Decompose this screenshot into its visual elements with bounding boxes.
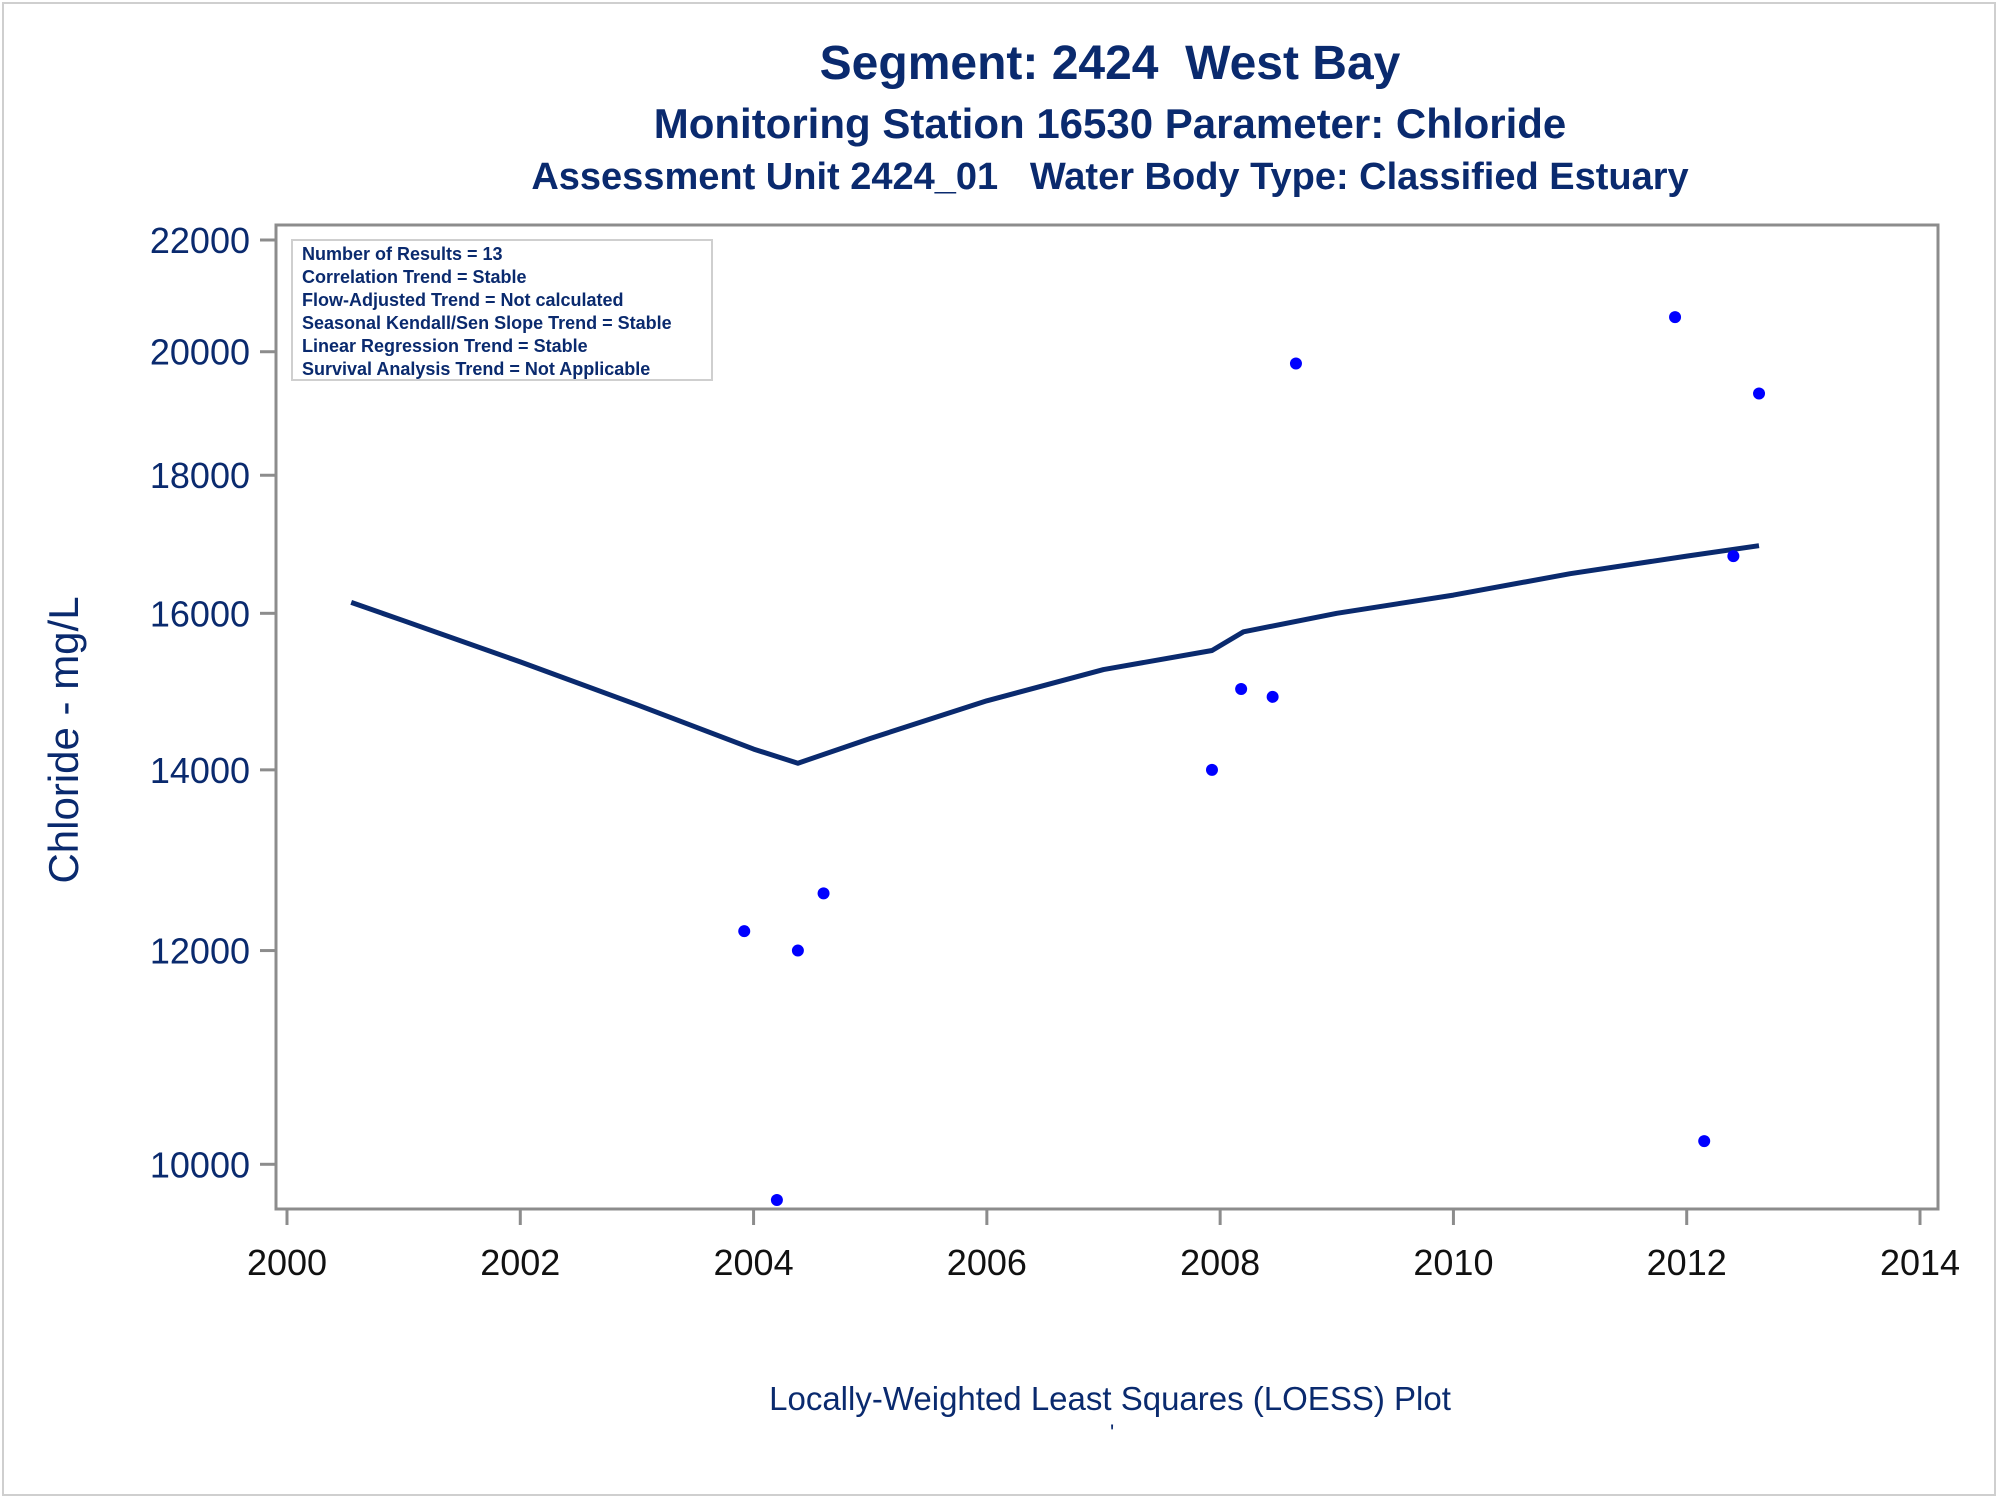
data-point <box>1669 311 1682 324</box>
y-tick-label: 18000 <box>150 455 250 496</box>
x-tick-label: 2010 <box>1413 1242 1493 1283</box>
data-point <box>1235 682 1248 695</box>
chart-title: Segment: 2424 West Bay <box>819 37 1401 90</box>
data-point <box>1753 387 1766 400</box>
data-point <box>1289 357 1302 370</box>
stats-box-border <box>291 239 713 381</box>
y-tick-label: 12000 <box>150 931 250 972</box>
data-point <box>1205 763 1218 776</box>
x-tick-label: 2002 <box>480 1242 560 1283</box>
stats-box: Number of Results = 13 Correlation Trend … <box>291 239 713 381</box>
y-tick-label: 20000 <box>150 332 250 373</box>
stats-box-line: Linear Regression Trend = Stable <box>302 336 588 356</box>
y-tick-label: 16000 <box>150 593 250 634</box>
y-axis-title: Chloride - mg/L <box>40 596 87 883</box>
data-point <box>817 887 830 900</box>
x-tick-label: 2012 <box>1647 1242 1727 1283</box>
y-axis: 10000 12000 14000 16000 18000 20000 22000 <box>150 220 276 1185</box>
footnote: Locally-Weighted Least Squares (LOESS) P… <box>769 1380 1451 1417</box>
data-point <box>738 925 751 938</box>
data-point <box>791 944 804 957</box>
x-tick-label: 2006 <box>947 1242 1027 1283</box>
data-point <box>1266 690 1279 703</box>
y-tick-label: 22000 <box>150 220 250 261</box>
footnote-mark: ' <box>1110 1420 1115 1445</box>
chart-subtitle: Monitoring Station 16530 Parameter: Chlo… <box>653 100 1567 147</box>
data-point <box>770 1194 783 1206</box>
stats-box-line: Survival Analysis Trend = Not Applicable <box>302 359 650 379</box>
y-tick-label: 10000 <box>150 1144 250 1185</box>
x-axis: 2000 2002 2004 2006 2008 2010 2012 2014 <box>247 1209 1960 1283</box>
plot-area <box>274 223 1940 1211</box>
stats-box-line: Number of Results = 13 <box>302 244 503 264</box>
loess-line <box>350 543 1760 766</box>
chart-subtitle-2: Assessment Unit 2424_01 Water Body Type:… <box>531 156 1689 198</box>
y-tick-label: 14000 <box>150 750 250 791</box>
x-tick-label: 2000 <box>247 1242 327 1283</box>
stats-box-line: Correlation Trend = Stable <box>302 267 527 287</box>
stats-box-line: Flow-Adjusted Trend = Not calculated <box>302 290 624 310</box>
stats-box-line: Seasonal Kendall/Sen Slope Trend = Stabl… <box>302 313 672 333</box>
x-tick-label: 2008 <box>1180 1242 1260 1283</box>
x-tick-label: 2014 <box>1880 1242 1960 1283</box>
data-points <box>345 260 1766 1206</box>
x-tick-label: 2004 <box>714 1242 794 1283</box>
data-point <box>1698 1135 1711 1148</box>
data-point <box>1727 550 1740 563</box>
